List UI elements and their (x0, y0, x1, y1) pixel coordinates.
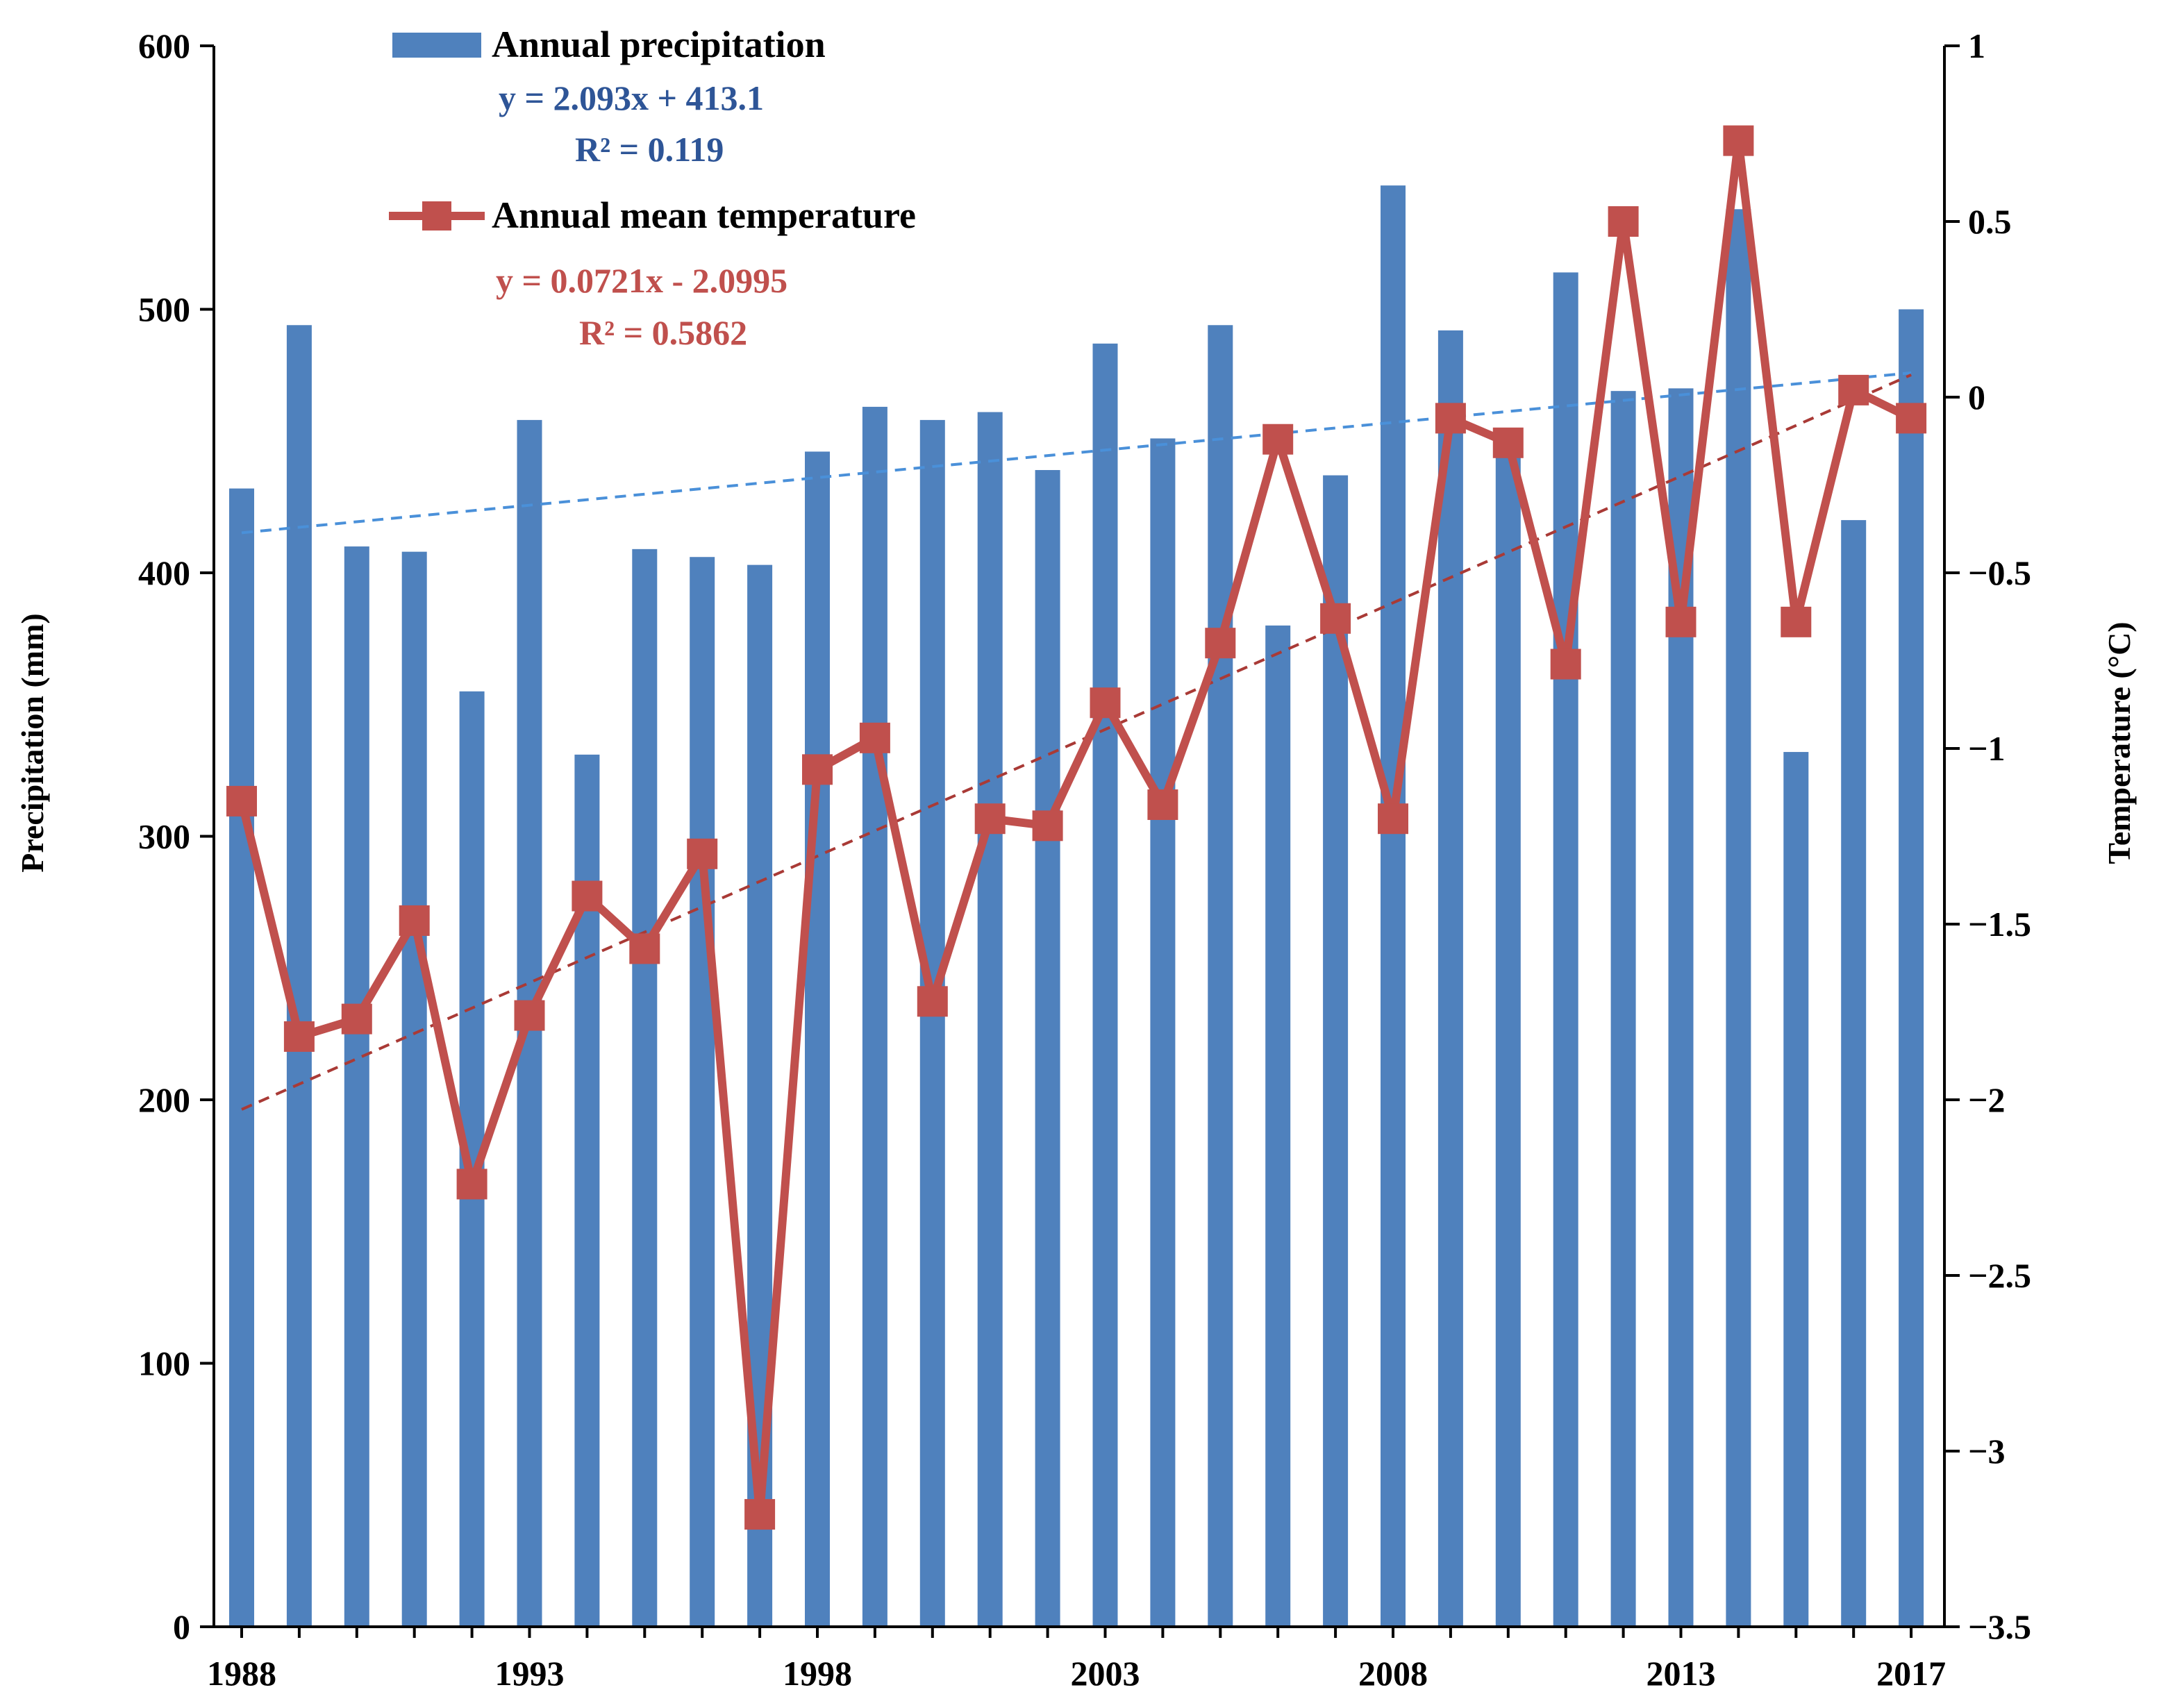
precip-bar-1991 (401, 551, 427, 1627)
left-tick-label: 200 (138, 1080, 190, 1119)
legend: Annual precipitation y = 2.093x + 413.1 … (389, 24, 916, 352)
precip-bar-2015 (1783, 752, 1809, 1627)
temp-marker-2014 (1723, 125, 1754, 156)
precip-bar-2003 (1092, 343, 1118, 1627)
right-tick-label: −0.5 (1968, 553, 2031, 592)
legend-swatch-precipitation (392, 33, 481, 58)
left-tick-label: 600 (138, 26, 190, 65)
temp-marker-2000 (917, 986, 948, 1017)
temp-marker-2008 (1378, 803, 1408, 835)
precipitation-bars (229, 185, 1924, 1627)
right-tick-label: −3.5 (1968, 1607, 2031, 1646)
temp-marker-1994 (572, 880, 603, 912)
temp-marker-2009 (1435, 403, 1466, 434)
left-tick-label: 500 (138, 290, 190, 329)
precip-trend-r2: R² = 0.119 (575, 130, 724, 169)
temp-marker-2003 (1090, 687, 1121, 719)
temp-trend-equation: y = 0.0721x - 2.0995 (496, 261, 787, 300)
temperature-series (226, 125, 1927, 1530)
right-tick-label: −1 (1968, 729, 2006, 768)
precip-bar-2017 (1899, 309, 1924, 1627)
right-tick-label: −1.5 (1968, 905, 2031, 944)
temp-marker-1990 (341, 1003, 372, 1035)
right-tick-label: 0 (1968, 378, 1985, 417)
temp-marker-2015 (1781, 606, 1812, 637)
x-tick-label: 2003 (1071, 1654, 1140, 1693)
temp-marker-2004 (1147, 789, 1178, 820)
left-tick-label: 0 (173, 1607, 190, 1646)
x-tick-label: 1993 (495, 1654, 565, 1693)
x-tick-label: 1988 (207, 1654, 276, 1693)
right-tick-label: −2.5 (1968, 1256, 2031, 1295)
temp-marker-1995 (629, 933, 660, 964)
temp-marker-2016 (1838, 374, 1869, 405)
precip-bar-2014 (1726, 209, 1751, 1627)
precip-bar-1995 (632, 549, 658, 1627)
precip-bar-2008 (1381, 185, 1406, 1627)
axes: 0 100 200 300 400 500 600 −3.5 −3 −2.5 −2 −1.5 −1 −0.… (138, 26, 2031, 1693)
legend-marker-temperature (422, 201, 451, 231)
precip-bar-2016 (1841, 520, 1867, 1627)
x-tick-label: 2013 (1647, 1654, 1716, 1693)
temp-trend-r2: R² = 0.5862 (579, 313, 747, 352)
legend-label-temperature: Annual mean temperature (492, 194, 916, 236)
temp-marker-1991 (399, 905, 430, 936)
right-tick-label: 1 (1968, 26, 1985, 65)
precip-bar-2007 (1323, 475, 1349, 1627)
temp-marker-1988 (226, 785, 257, 817)
temp-marker-2011 (1550, 648, 1581, 680)
temp-trend-line (241, 374, 1912, 1111)
left-tick-label: 400 (138, 553, 190, 592)
precip-bar-2000 (919, 419, 945, 1627)
x-tick-label: 2017 (1876, 1654, 1946, 1693)
temp-marker-1996 (687, 838, 718, 869)
legend-label-precipitation: Annual precipitation (492, 24, 826, 65)
precip-bar-1989 (286, 325, 312, 1627)
precip-bar-1988 (229, 488, 254, 1627)
temp-marker-2005 (1205, 628, 1236, 659)
right-tick-label: −2 (1968, 1080, 2006, 1119)
temp-marker-2012 (1608, 206, 1639, 237)
trend-lines (241, 371, 1912, 1111)
precip-bar-2011 (1553, 272, 1578, 1627)
left-tick-label: 300 (138, 817, 190, 856)
temp-marker-2007 (1320, 603, 1351, 634)
precip-bar-2006 (1265, 625, 1291, 1627)
precip-bar-2004 (1150, 438, 1176, 1627)
precip-bar-1998 (805, 451, 830, 1627)
temp-marker-1998 (802, 754, 833, 785)
precip-bar-2009 (1437, 330, 1463, 1627)
precip-bar-1996 (690, 557, 715, 1627)
precip-trend-line (241, 371, 1912, 535)
left-axis-title: Precipitation (mm) (15, 613, 50, 872)
right-tick-label: 0.5 (1968, 202, 2012, 241)
precip-bar-2010 (1495, 441, 1521, 1627)
precip-bar-2002 (1035, 469, 1060, 1627)
temp-marker-2001 (974, 803, 1006, 835)
precip-bar-1990 (344, 546, 369, 1627)
temp-marker-1997 (744, 1499, 776, 1530)
x-tick-label: 1998 (783, 1654, 852, 1693)
precip-bar-2005 (1208, 325, 1233, 1627)
precip-bar-2001 (977, 412, 1003, 1627)
right-axis-title: Temperature (°C) (2101, 621, 2137, 864)
temp-marker-2013 (1665, 606, 1697, 637)
precip-bar-1999 (862, 406, 887, 1627)
precip-trend-equation: y = 2.093x + 413.1 (499, 78, 764, 117)
precip-bar-2012 (1610, 391, 1636, 1627)
temp-marker-1989 (283, 1021, 315, 1052)
temp-marker-2017 (1896, 403, 1927, 434)
right-tick-label: −3 (1968, 1432, 2006, 1471)
temperature-line (237, 136, 1913, 1519)
x-tick-label: 2008 (1358, 1654, 1428, 1693)
temp-marker-2010 (1492, 427, 1524, 458)
temp-marker-2002 (1032, 810, 1063, 842)
temp-marker-1992 (456, 1169, 487, 1200)
temp-marker-1993 (514, 1000, 545, 1031)
temp-marker-2006 (1262, 424, 1294, 455)
left-tick-label: 100 (138, 1344, 190, 1383)
temp-marker-1999 (859, 722, 890, 753)
